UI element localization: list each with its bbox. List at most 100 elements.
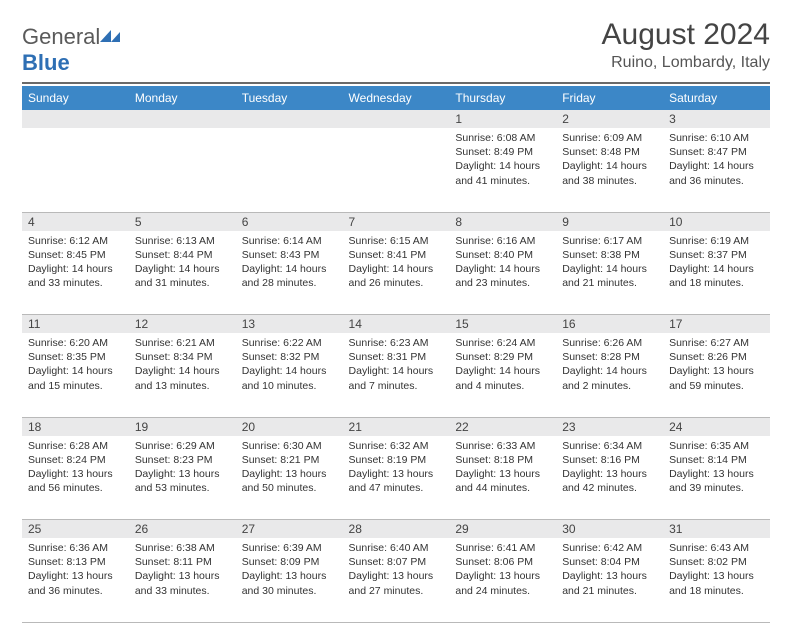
day-number: 21 <box>343 418 450 436</box>
day-cell-text: Sunrise: 6:29 AMSunset: 8:23 PMDaylight:… <box>129 436 236 520</box>
day-header-row: SundayMondayTuesdayWednesdayThursdayFrid… <box>22 86 770 110</box>
day-number: 11 <box>22 315 129 333</box>
sunrise-line: Sunrise: 6:14 AM <box>242 234 337 248</box>
daynum-row: 25262728293031 <box>22 520 770 539</box>
sunset-line: Sunset: 8:29 PM <box>455 350 550 364</box>
day-number: 27 <box>236 520 343 538</box>
day-cell-text: Sunrise: 6:43 AMSunset: 8:02 PMDaylight:… <box>663 538 770 622</box>
day-cell-text: Sunrise: 6:08 AMSunset: 8:49 PMDaylight:… <box>449 128 556 212</box>
header: GeneralBlue August 2024 Ruino, Lombardy,… <box>22 18 770 76</box>
day-cell-text: Sunrise: 6:21 AMSunset: 8:34 PMDaylight:… <box>129 333 236 417</box>
day-number: 10 <box>663 213 770 231</box>
logo-text: GeneralBlue <box>22 24 122 76</box>
day-header: Wednesday <box>343 86 450 110</box>
day-details: Sunrise: 6:15 AMSunset: 8:41 PMDaylight:… <box>343 231 450 297</box>
day-cell-number: 14 <box>343 315 450 334</box>
sunrise-line: Sunrise: 6:16 AM <box>455 234 550 248</box>
sunset-line: Sunset: 8:21 PM <box>242 453 337 467</box>
daylight-line: Daylight: 14 hours and 13 minutes. <box>135 364 230 392</box>
day-details: Sunrise: 6:23 AMSunset: 8:31 PMDaylight:… <box>343 333 450 399</box>
page-title: August 2024 <box>602 18 770 52</box>
day-details: Sunrise: 6:39 AMSunset: 8:09 PMDaylight:… <box>236 538 343 604</box>
daylight-line: Daylight: 13 hours and 42 minutes. <box>562 467 657 495</box>
day-cell-text: Sunrise: 6:41 AMSunset: 8:06 PMDaylight:… <box>449 538 556 622</box>
daynum-row: 123 <box>22 110 770 128</box>
day-cell-text: Sunrise: 6:16 AMSunset: 8:40 PMDaylight:… <box>449 231 556 315</box>
day-cell-number: 20 <box>236 417 343 436</box>
day-number: 20 <box>236 418 343 436</box>
day-cell-number: 19 <box>129 417 236 436</box>
day-cell-text: Sunrise: 6:33 AMSunset: 8:18 PMDaylight:… <box>449 436 556 520</box>
day-cell-text: Sunrise: 6:09 AMSunset: 8:48 PMDaylight:… <box>556 128 663 212</box>
day-number: 30 <box>556 520 663 538</box>
day-number: 8 <box>449 213 556 231</box>
day-number: 9 <box>556 213 663 231</box>
day-cell-number: 21 <box>343 417 450 436</box>
day-cell-text <box>22 128 129 212</box>
sunset-line: Sunset: 8:26 PM <box>669 350 764 364</box>
day-details: Sunrise: 6:28 AMSunset: 8:24 PMDaylight:… <box>22 436 129 502</box>
day-details: Sunrise: 6:08 AMSunset: 8:49 PMDaylight:… <box>449 128 556 194</box>
day-cell-text: Sunrise: 6:19 AMSunset: 8:37 PMDaylight:… <box>663 231 770 315</box>
calendar-body: 123Sunrise: 6:08 AMSunset: 8:49 PMDaylig… <box>22 110 770 622</box>
day-cell-text: Sunrise: 6:34 AMSunset: 8:16 PMDaylight:… <box>556 436 663 520</box>
day-header: Tuesday <box>236 86 343 110</box>
day-details: Sunrise: 6:36 AMSunset: 8:13 PMDaylight:… <box>22 538 129 604</box>
day-number: 14 <box>343 315 450 333</box>
day-details: Sunrise: 6:29 AMSunset: 8:23 PMDaylight:… <box>129 436 236 502</box>
title-rule <box>22 82 770 84</box>
daylight-line: Daylight: 14 hours and 26 minutes. <box>349 262 444 290</box>
day-details: Sunrise: 6:33 AMSunset: 8:18 PMDaylight:… <box>449 436 556 502</box>
daytext-row: Sunrise: 6:12 AMSunset: 8:45 PMDaylight:… <box>22 231 770 315</box>
day-cell-text: Sunrise: 6:15 AMSunset: 8:41 PMDaylight:… <box>343 231 450 315</box>
day-details: Sunrise: 6:24 AMSunset: 8:29 PMDaylight:… <box>449 333 556 399</box>
day-cell-number: 10 <box>663 212 770 231</box>
daylight-line: Daylight: 14 hours and 2 minutes. <box>562 364 657 392</box>
sunset-line: Sunset: 8:43 PM <box>242 248 337 262</box>
day-details: Sunrise: 6:34 AMSunset: 8:16 PMDaylight:… <box>556 436 663 502</box>
sunset-line: Sunset: 8:41 PM <box>349 248 444 262</box>
day-cell-number: 2 <box>556 110 663 128</box>
sunset-line: Sunset: 8:40 PM <box>455 248 550 262</box>
sunrise-line: Sunrise: 6:30 AM <box>242 439 337 453</box>
day-number: 3 <box>663 110 770 128</box>
title-block: August 2024 Ruino, Lombardy, Italy <box>602 18 770 72</box>
sunrise-line: Sunrise: 6:39 AM <box>242 541 337 555</box>
day-number: 16 <box>556 315 663 333</box>
sunrise-line: Sunrise: 6:15 AM <box>349 234 444 248</box>
day-number: 28 <box>343 520 450 538</box>
daylight-line: Daylight: 13 hours and 21 minutes. <box>562 569 657 597</box>
day-number: 18 <box>22 418 129 436</box>
sunrise-line: Sunrise: 6:08 AM <box>455 131 550 145</box>
day-details: Sunrise: 6:21 AMSunset: 8:34 PMDaylight:… <box>129 333 236 399</box>
sunset-line: Sunset: 8:06 PM <box>455 555 550 569</box>
day-details: Sunrise: 6:16 AMSunset: 8:40 PMDaylight:… <box>449 231 556 297</box>
sunset-line: Sunset: 8:34 PM <box>135 350 230 364</box>
day-cell-number: 18 <box>22 417 129 436</box>
daylight-line: Daylight: 13 hours and 39 minutes. <box>669 467 764 495</box>
daylight-line: Daylight: 13 hours and 30 minutes. <box>242 569 337 597</box>
day-number: 25 <box>22 520 129 538</box>
sunset-line: Sunset: 8:35 PM <box>28 350 123 364</box>
day-cell-number: 5 <box>129 212 236 231</box>
sunset-line: Sunset: 8:44 PM <box>135 248 230 262</box>
day-header: Saturday <box>663 86 770 110</box>
day-cell-number: 28 <box>343 520 450 539</box>
daylight-line: Daylight: 14 hours and 31 minutes. <box>135 262 230 290</box>
day-cell-text: Sunrise: 6:42 AMSunset: 8:04 PMDaylight:… <box>556 538 663 622</box>
day-details: Sunrise: 6:42 AMSunset: 8:04 PMDaylight:… <box>556 538 663 604</box>
sunset-line: Sunset: 8:23 PM <box>135 453 230 467</box>
day-cell-text: Sunrise: 6:36 AMSunset: 8:13 PMDaylight:… <box>22 538 129 622</box>
day-cell-text <box>129 128 236 212</box>
daylight-line: Daylight: 13 hours and 44 minutes. <box>455 467 550 495</box>
daylight-line: Daylight: 13 hours and 36 minutes. <box>28 569 123 597</box>
day-cell-number: 25 <box>22 520 129 539</box>
sunrise-line: Sunrise: 6:33 AM <box>455 439 550 453</box>
sunrise-line: Sunrise: 6:40 AM <box>349 541 444 555</box>
sunrise-line: Sunrise: 6:10 AM <box>669 131 764 145</box>
daynum-row: 18192021222324 <box>22 417 770 436</box>
day-header: Sunday <box>22 86 129 110</box>
daylight-line: Daylight: 14 hours and 7 minutes. <box>349 364 444 392</box>
day-cell-text: Sunrise: 6:26 AMSunset: 8:28 PMDaylight:… <box>556 333 663 417</box>
day-number: 6 <box>236 213 343 231</box>
